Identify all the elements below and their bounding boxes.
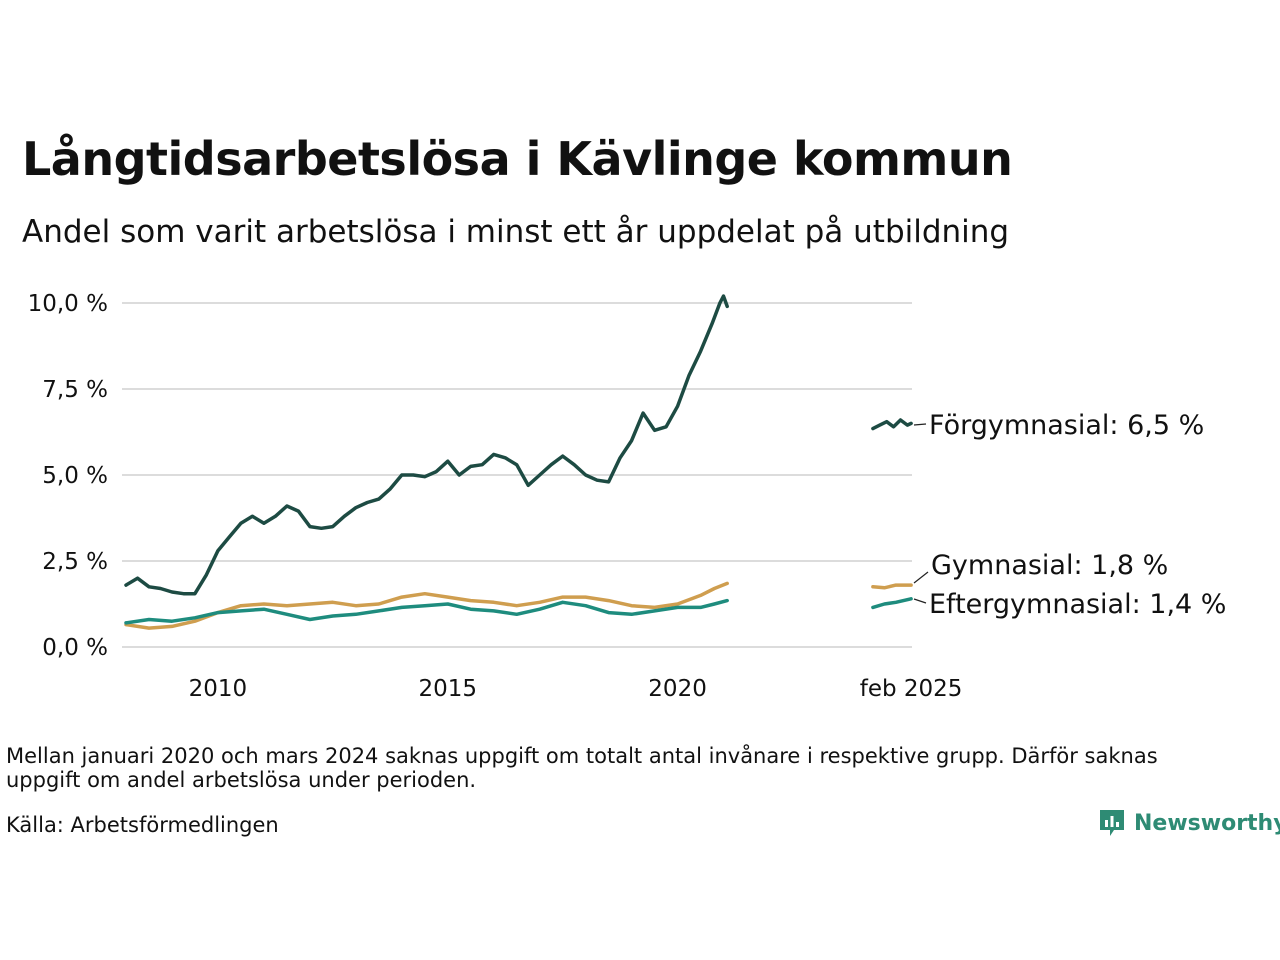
footnote: Mellan januari 2020 och mars 2024 saknas… xyxy=(6,744,1158,792)
x-axis-ticks: 2010 2015 2020 feb 2025 xyxy=(189,676,963,702)
y-tick-label: 10,0 % xyxy=(28,291,108,317)
x-tick-label: 2010 xyxy=(189,676,248,702)
newsworthy-logo-icon xyxy=(1100,810,1124,836)
x-tick-label: 2020 xyxy=(648,676,707,702)
series-line-förgymnasial-1 xyxy=(871,418,913,431)
series-end-label: Förgymnasial: 6,5 % xyxy=(929,410,1204,441)
series-line-eftergymnasial-0 xyxy=(124,598,729,625)
brand-logo: Newsworthy xyxy=(1098,808,1280,838)
series-end-labels: Förgymnasial: 6,5 % Gymnasial: 1,8 % Efter… xyxy=(913,410,1226,620)
y-axis-ticks: 0,0 % 2,5 % 5,0 % 7,5 % 10,0 % xyxy=(28,291,108,661)
y-tick-label: 5,0 % xyxy=(42,463,108,489)
x-tick-label: 2015 xyxy=(418,676,477,702)
y-tick-label: 7,5 % xyxy=(42,377,108,403)
source-text: Källa: Arbetsförmedlingen xyxy=(6,813,279,837)
series-line-gymnasial-1 xyxy=(871,583,913,590)
label-leader-line xyxy=(913,598,927,604)
x-tick-label: feb 2025 xyxy=(860,676,963,702)
y-tick-label: 2,5 % xyxy=(42,549,108,575)
y-tick-label: 0,0 % xyxy=(42,635,108,661)
series-lines xyxy=(124,294,913,630)
page-title: Långtidsarbetslösa i Kävlinge kommun xyxy=(22,132,1013,186)
series-line-förgymnasial-0 xyxy=(124,294,729,596)
line-chart: 0,0 % 2,5 % 5,0 % 7,5 % 10,0 % 2010 2015 2020 f… xyxy=(28,291,1227,702)
page-subtitle: Andel som varit arbetslösa i minst ett å… xyxy=(22,214,1010,250)
grid-lines xyxy=(122,302,912,648)
series-end-label: Eftergymnasial: 1,4 % xyxy=(929,589,1226,620)
brand-name: Newsworthy xyxy=(1134,810,1280,836)
series-end-label: Gymnasial: 1,8 % xyxy=(931,550,1168,581)
label-leader-line xyxy=(913,423,927,426)
series-line-gymnasial-0 xyxy=(124,581,729,630)
label-leader-line xyxy=(913,571,929,584)
series-line-eftergymnasial-1 xyxy=(871,597,913,610)
